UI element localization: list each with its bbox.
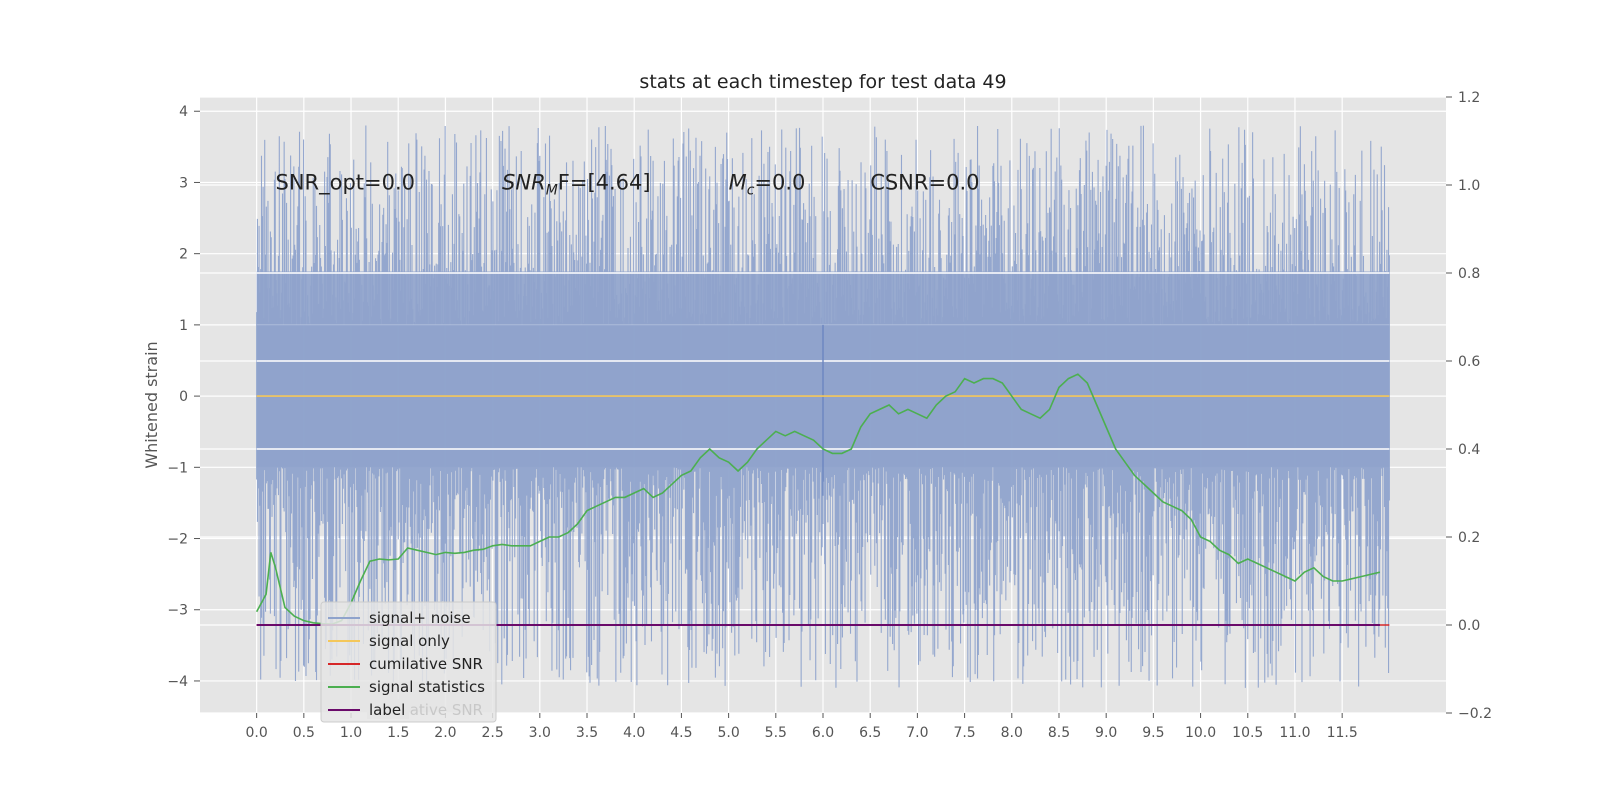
y-tick-label: 1 bbox=[179, 318, 188, 334]
annotation-prefix: SNR bbox=[502, 170, 546, 194]
annotation-prefix: M bbox=[729, 170, 747, 194]
legend-label: signal only bbox=[369, 632, 450, 650]
annotation-suffix: F=[4.64] bbox=[558, 170, 651, 194]
x-tick-label: 2.5 bbox=[481, 725, 503, 741]
x-tick-label: 7.0 bbox=[906, 725, 928, 741]
x-tick-label: 7.5 bbox=[953, 725, 975, 741]
annotations: SNR_opt=0.0 SNRMF=[4.64] Mc=0.0 CSNR=0.0 bbox=[276, 170, 980, 198]
x-tick-label: 3.5 bbox=[576, 725, 598, 741]
legend-label: signal+ noise bbox=[369, 609, 471, 627]
y-tick-label: −4 bbox=[167, 674, 188, 690]
y-tick-label: 3 bbox=[179, 175, 188, 191]
x-tick-label: 8.5 bbox=[1048, 725, 1070, 741]
annotation-text: CSNR=0.0 bbox=[870, 170, 979, 194]
x-tick-label: 1.5 bbox=[387, 725, 409, 741]
x-tick-label: 10.0 bbox=[1185, 725, 1216, 741]
y2-tick-label: 0.4 bbox=[1458, 442, 1480, 458]
y-axis-label: Whitened strain bbox=[142, 341, 161, 468]
x-tick-label: 0.0 bbox=[246, 725, 268, 741]
y-tick-label: 0 bbox=[179, 389, 188, 405]
x-tick-label: 4.0 bbox=[623, 725, 645, 741]
y-tick-label: −2 bbox=[167, 532, 188, 548]
x-tick-label: 10.5 bbox=[1232, 725, 1263, 741]
y2-tick-label: 0.6 bbox=[1458, 354, 1480, 370]
legend-label: label bbox=[369, 701, 405, 719]
chart-title: stats at each timestep for test data 49 bbox=[639, 71, 1006, 93]
axis-ticks: 0.0 0.5 1.0 1.5 2.0 2.5 3.0 3.5 4.0 4.5 5.0 5.5 6.0 6… bbox=[167, 90, 1492, 741]
x-tick-label: 9.5 bbox=[1142, 725, 1164, 741]
x-tick-label: 0.5 bbox=[293, 725, 315, 741]
y2-tick-label: 0.2 bbox=[1458, 530, 1480, 546]
series-line-signal-statistics bbox=[255, 373, 1381, 625]
y2-tick-label: 1.0 bbox=[1458, 178, 1480, 194]
x-tick-label: 6.0 bbox=[812, 725, 834, 741]
legend-label: signal statistics bbox=[369, 678, 485, 696]
legend-label-backing bbox=[367, 699, 409, 719]
y-tick-label: −3 bbox=[167, 603, 188, 619]
annotation-text: Mc=0.0 bbox=[729, 170, 806, 198]
x-tick-label: 11.0 bbox=[1279, 725, 1310, 741]
x-tick-label: 5.0 bbox=[717, 725, 739, 741]
x-tick-label: 11.5 bbox=[1327, 725, 1358, 741]
x-tick-label: 3.0 bbox=[529, 725, 551, 741]
series-signal-noise bbox=[256, 125, 1390, 688]
x-tick-label: 4.5 bbox=[670, 725, 692, 741]
x-tick-label: 2.0 bbox=[434, 725, 456, 741]
y-tick-label: 2 bbox=[179, 247, 188, 263]
y-tick-label: −1 bbox=[167, 460, 188, 476]
annotation-suffix: =0.0 bbox=[754, 170, 805, 194]
x-tick-label: 8.0 bbox=[1001, 725, 1023, 741]
y2-tick-label: 0.8 bbox=[1458, 266, 1480, 282]
y2-tick-label: 0.0 bbox=[1458, 618, 1480, 634]
annotation-subscript: M bbox=[546, 182, 558, 198]
legend-label: cumilative SNR bbox=[369, 655, 483, 673]
x-tick-label: 1.0 bbox=[340, 725, 362, 741]
y2-tick-label: 1.2 bbox=[1458, 90, 1480, 106]
y-tick-label: 4 bbox=[179, 104, 188, 120]
x-tick-label: 6.5 bbox=[859, 725, 881, 741]
annotation-text: SNR_opt=0.0 bbox=[276, 170, 416, 195]
x-tick-label: 5.5 bbox=[765, 725, 787, 741]
annotation-text: SNRMF=[4.64] bbox=[502, 170, 651, 198]
y2-tick-label: −0.2 bbox=[1458, 706, 1492, 722]
annotation-subscript: c bbox=[747, 182, 755, 198]
x-tick-label: 9.0 bbox=[1095, 725, 1117, 741]
legend-box bbox=[320, 601, 497, 723]
